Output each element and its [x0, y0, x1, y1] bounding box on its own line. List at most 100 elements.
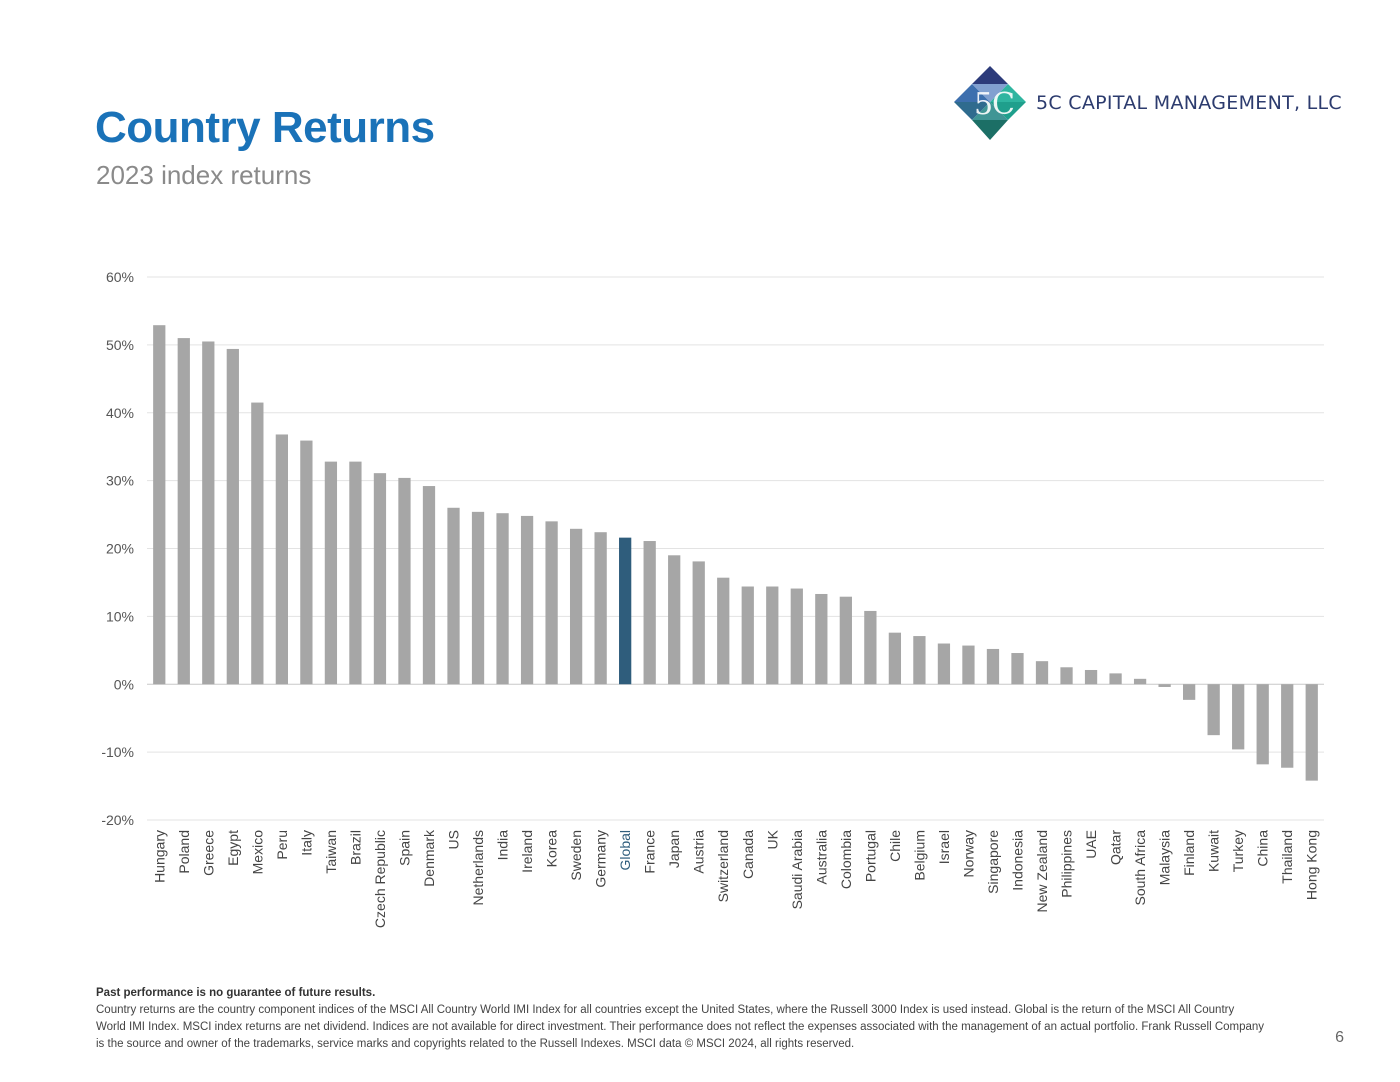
x-tick-label: Qatar	[1108, 830, 1124, 865]
disclaimer-text: Past performance is no guarantee of futu…	[96, 987, 376, 999]
x-tick-label: Australia	[813, 830, 829, 885]
bar-hungary	[153, 325, 166, 685]
bar-australia	[815, 593, 828, 685]
x-tick-label: UK	[764, 829, 780, 849]
x-tick-label: UAE	[1083, 830, 1099, 859]
x-tick-label: Poland	[176, 830, 192, 874]
bar-spain	[398, 477, 411, 685]
x-tick-label: Korea	[544, 830, 560, 868]
x-tick-label: Portugal	[862, 830, 878, 882]
x-tick-label: Italy	[298, 830, 314, 856]
bar-italy	[300, 440, 313, 685]
x-tick-label: France	[642, 830, 658, 874]
bar-south-africa	[1133, 678, 1147, 685]
company-name: 5C CAPITAL MANAGEMENT, LLC	[1036, 92, 1343, 114]
bar-israel	[937, 643, 951, 685]
footnote: Past performance is no guarantee of futu…	[96, 985, 1266, 1053]
y-tick-label: -20%	[101, 812, 134, 828]
bar-kuwait	[1207, 684, 1220, 736]
y-tick-label: 0%	[114, 676, 134, 692]
y-tick-label: 60%	[106, 269, 134, 285]
bar-saudi-arabia	[790, 588, 803, 685]
x-tick-label: Switzerland	[715, 830, 731, 902]
bar-us	[447, 507, 460, 685]
bar-turkey	[1232, 684, 1245, 750]
x-tick-label: Brazil	[347, 830, 363, 865]
x-tick-label: South Africa	[1132, 830, 1148, 906]
y-tick-label: 10%	[106, 608, 134, 624]
y-axis-ticks: 60% 50% 40% 30% 20% 10% 0% -10% -20%	[101, 269, 134, 828]
x-tick-label: Japan	[666, 830, 682, 868]
x-tick-label: Canada	[740, 830, 756, 879]
bar-portugal	[864, 610, 877, 685]
chart-gridlines	[147, 276, 1324, 821]
bar-sweden	[569, 528, 583, 685]
x-tick-label: Mexico	[249, 830, 265, 875]
x-tick-label: Egypt	[225, 830, 241, 866]
x-tick-label: Indonesia	[1009, 830, 1025, 891]
y-tick-label: 30%	[106, 473, 134, 489]
x-tick-label: Finland	[1181, 830, 1197, 876]
bar-thailand	[1281, 684, 1294, 768]
bar-norway	[962, 645, 975, 685]
x-tick-label: Netherlands	[470, 830, 486, 906]
x-tick-label: China	[1255, 830, 1271, 867]
y-tick-label: 40%	[106, 405, 134, 421]
chart-bars	[153, 325, 1318, 781]
x-tick-label: New Zealand	[1034, 830, 1050, 913]
svg-text:C: C	[992, 87, 1015, 122]
x-tick-label: Philippines	[1059, 830, 1075, 898]
country-returns-bar-chart: 60% 50% 40% 30% 20% 10% 0% -10% -20% Hungary Pola…	[101, 269, 1324, 928]
page-title: Country Returns	[95, 103, 435, 152]
x-tick-label: Global	[617, 830, 633, 870]
x-tick-label: Kuwait	[1206, 830, 1222, 872]
footnote-body: Country returns are the country componen…	[96, 1004, 1265, 1050]
x-tick-label: Chile	[887, 830, 903, 862]
bar-malaysia	[1158, 684, 1171, 687]
x-tick-label: Czech Republic	[372, 830, 388, 928]
x-tick-label: Belgium	[911, 830, 927, 881]
bar-philippines	[1060, 667, 1073, 685]
bar-korea	[545, 521, 558, 685]
bar-czech-republic	[373, 473, 387, 685]
bar-peru	[275, 434, 288, 685]
bar-canada	[741, 586, 754, 685]
x-tick-label: US	[446, 830, 462, 849]
y-tick-label: -10%	[101, 744, 134, 760]
y-tick-label: 20%	[106, 541, 134, 557]
bar-india	[496, 513, 509, 685]
x-tick-label: Israel	[936, 830, 952, 864]
bar-germany	[594, 532, 607, 685]
bar-france	[643, 541, 656, 685]
company-logo-icon: 5 C	[954, 66, 1026, 140]
bar-egypt	[226, 348, 239, 685]
x-tick-label: Saudi Arabia	[789, 830, 805, 910]
x-tick-label: Germany	[593, 830, 609, 888]
x-tick-label: Denmark	[421, 829, 437, 887]
x-tick-label: Malaysia	[1157, 830, 1173, 885]
x-tick-label: Greece	[200, 830, 216, 876]
bar-greece	[202, 341, 215, 685]
svg-text:5: 5	[974, 87, 993, 122]
bar-singapore	[986, 648, 1000, 685]
bar-belgium	[913, 636, 926, 685]
bar-switzerland	[717, 577, 730, 685]
x-axis-labels: Hungary Poland Greece Egypt Mexico Peru Italy T…	[151, 829, 1319, 928]
bar-indonesia	[1011, 653, 1024, 685]
x-tick-label: Hungary	[151, 830, 167, 883]
page-number: 6	[1335, 1029, 1344, 1046]
x-tick-label: Austria	[691, 830, 707, 874]
x-tick-label: India	[495, 830, 511, 861]
bar-austria	[692, 561, 705, 685]
x-tick-label: Singapore	[985, 830, 1001, 894]
bar-chile	[888, 632, 902, 685]
x-tick-label: Norway	[960, 830, 976, 877]
x-tick-label: Thailand	[1279, 830, 1295, 884]
x-tick-label: Ireland	[519, 830, 535, 873]
bar-china	[1256, 684, 1269, 765]
bar-brazil	[349, 461, 362, 685]
bar-uk	[766, 586, 779, 685]
x-tick-label: Turkey	[1230, 830, 1246, 872]
bar-ireland	[520, 515, 534, 685]
bar-new-zealand	[1035, 661, 1049, 685]
